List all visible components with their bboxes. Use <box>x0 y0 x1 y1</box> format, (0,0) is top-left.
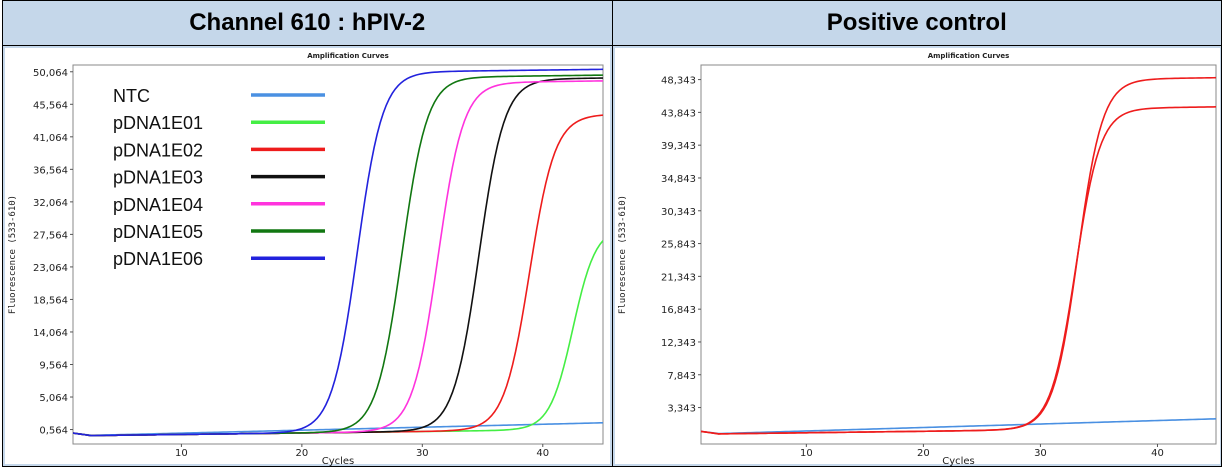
chart-title: Amplification Curves <box>927 52 1009 60</box>
y-tick-label: 27,564 <box>33 230 68 241</box>
header-right: Positive control <box>611 0 1222 46</box>
y-tick-label: 39,343 <box>661 141 696 152</box>
y-tick-label: 34,843 <box>661 174 696 185</box>
y-tick-label: 30,343 <box>661 207 696 218</box>
series-line-0 <box>700 418 1216 435</box>
plot-area <box>72 64 604 445</box>
x-tick-label: 20 <box>295 448 308 459</box>
x-tick-label: 30 <box>1034 448 1047 459</box>
chart-cell-right: Amplification Curves 3,343 7,843 12,343 16,8… <box>611 45 1222 467</box>
x-tick-label: 20 <box>917 448 930 459</box>
y-tick-label: 32,064 <box>33 198 68 209</box>
series-line-6 <box>73 68 603 437</box>
y-tick-label: 23,064 <box>33 263 68 274</box>
y-tick-label: 5,064 <box>39 393 68 404</box>
x-tick-label: 10 <box>175 448 188 459</box>
x-axis-label: Cycles <box>322 456 355 466</box>
y-axis-label: Fluorescence (533-610) <box>618 195 628 314</box>
legend-label: pDNA1E04 <box>113 195 203 215</box>
y-tick-label: 25,843 <box>661 240 696 251</box>
header-left: Channel 610 : hPIV-2 <box>2 0 613 46</box>
x-tick-label: 30 <box>416 448 429 459</box>
legend-label: pDNA1E02 <box>113 140 203 160</box>
y-tick-label: 50,064 <box>33 68 68 79</box>
y-axis-label: Fluorescence (533-610) <box>8 195 18 314</box>
y-tick-label: 21,343 <box>661 272 696 283</box>
y-tick-label: 43,843 <box>661 108 696 119</box>
plot-area <box>700 64 1216 445</box>
legend-label: pDNA1E03 <box>113 168 203 188</box>
legend-label: pDNA1E05 <box>113 222 203 242</box>
series-line-2 <box>700 106 1216 435</box>
y-tick-label: 0,564 <box>39 426 68 437</box>
legend-label: NTC <box>113 86 150 106</box>
legend-label: pDNA1E01 <box>113 113 203 133</box>
y-tick-label: 14,064 <box>33 328 68 339</box>
chart-title: Amplification Curves <box>307 52 389 60</box>
y-tick-label: 12,343 <box>661 338 696 349</box>
y-tick-label: 45,564 <box>33 100 68 111</box>
chart-cell-left: Amplification Curves 0,564 5,064 9,564 14,06… <box>2 45 613 467</box>
amplification-chart-left: Amplification Curves 0,564 5,064 9,564 14,06… <box>5 48 610 466</box>
y-tick-label: 41,064 <box>33 133 68 144</box>
x-tick-label: 40 <box>536 448 549 459</box>
x-tick-label: 10 <box>799 448 812 459</box>
legend-label: pDNA1E06 <box>113 249 203 269</box>
y-tick-label: 48,343 <box>661 76 696 87</box>
series-line-0 <box>73 421 603 437</box>
y-tick-label: 18,564 <box>33 295 68 306</box>
y-tick-label: 7,843 <box>667 371 696 382</box>
amplification-chart-right: Amplification Curves 3,343 7,843 12,343 16,8… <box>614 48 1220 466</box>
y-tick-label: 3,343 <box>667 404 696 415</box>
x-axis-label: Cycles <box>942 456 975 466</box>
y-tick-label: 16,843 <box>661 305 696 316</box>
y-tick-label: 9,564 <box>39 360 68 371</box>
y-tick-label: 36,564 <box>33 165 68 176</box>
x-tick-label: 40 <box>1151 448 1164 459</box>
